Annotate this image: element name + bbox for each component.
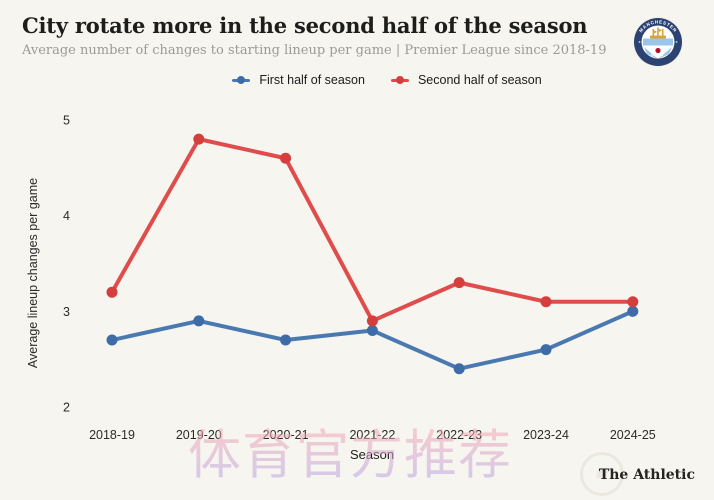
chart-series bbox=[106, 133, 639, 375]
data-point bbox=[106, 334, 118, 346]
y-tick-label: 3 bbox=[63, 305, 70, 319]
data-point bbox=[627, 305, 639, 317]
athletic-ghost-logo-icon bbox=[580, 452, 624, 496]
data-point bbox=[540, 344, 552, 356]
page-title: City rotate more in the second half of t… bbox=[22, 13, 588, 38]
badge-text-bottom: CITY bbox=[650, 52, 664, 59]
legend-label: First half of season bbox=[259, 73, 365, 87]
data-point bbox=[540, 296, 552, 308]
x-tick-label: 2022-23 bbox=[436, 428, 482, 442]
x-axis-ticks: 2018-19 2019-20 2020-21 2021-22 2022-23 2023-… bbox=[89, 428, 656, 442]
page-subtitle: Average number of changes to starting li… bbox=[22, 43, 607, 58]
data-point bbox=[453, 277, 465, 289]
y-axis-label: Average lineup changes per game bbox=[26, 178, 40, 368]
data-point bbox=[453, 363, 465, 375]
x-tick-label: 2023-24 bbox=[523, 428, 569, 442]
data-point bbox=[193, 315, 205, 327]
series-line bbox=[110, 137, 635, 323]
data-point bbox=[106, 286, 118, 298]
x-tick-label: 2021-22 bbox=[349, 428, 395, 442]
y-tick-label: 5 bbox=[63, 113, 70, 127]
y-axis-ticks: 2 3 4 5 bbox=[63, 113, 70, 414]
athletic-wordmark: The Athletic bbox=[598, 467, 695, 483]
data-point bbox=[280, 334, 292, 346]
legend-item: Second half of season bbox=[390, 73, 542, 87]
ship-icon bbox=[650, 27, 666, 39]
legend-marker-icon bbox=[390, 75, 409, 85]
svg-text:CITY: CITY bbox=[650, 52, 666, 59]
x-tick-label: 2018-19 bbox=[89, 428, 135, 442]
legend-marker-icon bbox=[232, 75, 251, 85]
line-chart: Average lineup changes per game 2 3 4 5 201… bbox=[26, 113, 656, 462]
y-tick-label: 4 bbox=[63, 209, 70, 223]
x-axis-label: Season bbox=[350, 447, 394, 462]
manchester-city-badge-icon: MANCHESTER CITY bbox=[633, 17, 683, 67]
data-point bbox=[193, 133, 205, 145]
x-tick-label: 2024-25 bbox=[610, 428, 656, 442]
data-point bbox=[627, 296, 639, 308]
data-point bbox=[280, 152, 292, 164]
legend-label: Second half of season bbox=[417, 73, 542, 87]
x-tick-label: 2019-20 bbox=[176, 428, 222, 442]
data-point bbox=[366, 315, 378, 327]
chart-legend: First half of season Second half of seaso… bbox=[0, 70, 714, 90]
legend-item: First half of season bbox=[232, 73, 365, 87]
x-tick-label: 2020-21 bbox=[263, 428, 309, 442]
data-point bbox=[366, 324, 378, 336]
y-tick-label: 2 bbox=[63, 401, 70, 415]
